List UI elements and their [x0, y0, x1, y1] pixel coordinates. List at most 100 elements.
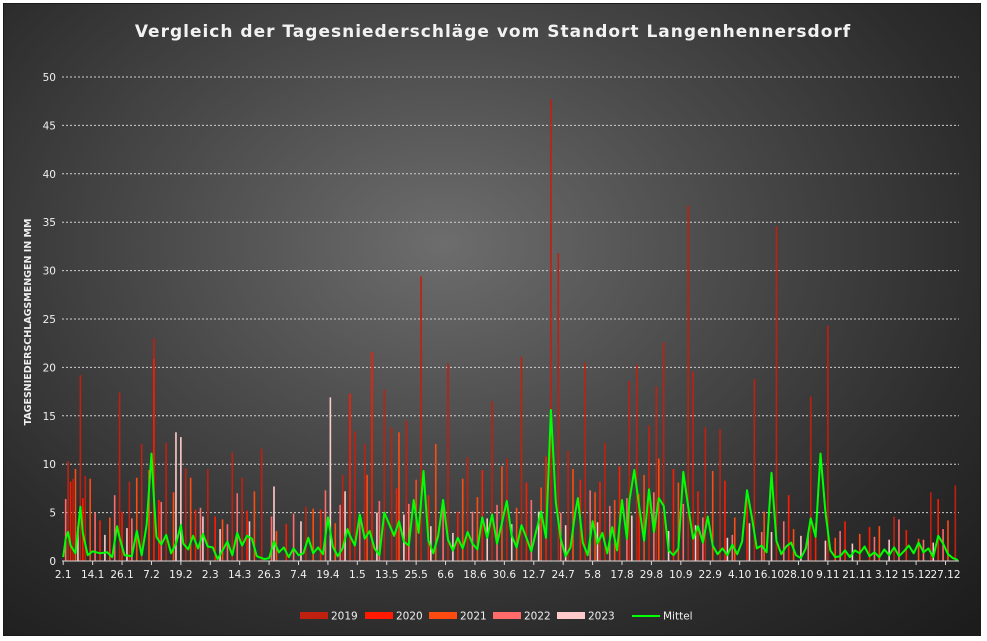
- y-tick-label: 10: [43, 459, 56, 471]
- bar-2021: [312, 508, 315, 561]
- bar-2019: [207, 469, 209, 561]
- bar-2023: [486, 518, 489, 561]
- bar-2020: [285, 524, 288, 561]
- bar-2019: [827, 325, 829, 561]
- chart-title: Vergleich der Tagesniederschläge vom Sta…: [135, 22, 851, 42]
- bar-2023: [300, 521, 302, 561]
- bar-2022: [682, 503, 685, 561]
- bar-2022: [94, 512, 96, 561]
- x-tick-label: 14.1: [81, 569, 104, 581]
- bar-2019: [930, 492, 932, 561]
- x-tick-label: 1.5: [349, 569, 366, 581]
- bar-2019: [719, 429, 721, 561]
- x-tick-label: 4.10: [728, 569, 751, 581]
- legend-label-2022: 2022: [524, 611, 551, 623]
- x-tick-label: 9.11: [816, 569, 839, 581]
- legend-label-2021: 2021: [460, 611, 487, 623]
- bar-2021: [657, 458, 660, 561]
- legend-label-2019: 2019: [331, 611, 358, 623]
- bar-2019: [655, 386, 658, 561]
- legend-swatch-2021: [429, 612, 457, 619]
- bar-2019: [491, 401, 493, 561]
- x-tick-label: 26.3: [257, 569, 280, 581]
- x-tick-label: 30.6: [493, 569, 517, 581]
- x-tick-label: 6.6: [437, 569, 454, 581]
- bar-2020: [395, 488, 398, 561]
- x-tick-label: 2.1: [55, 569, 72, 581]
- bar-2019: [584, 362, 587, 561]
- chart-frame: Vergleich der Tagesniederschläge vom Sta…: [3, 3, 981, 636]
- bar-2021: [677, 482, 680, 561]
- bar-2021: [763, 511, 765, 561]
- bar-2020: [525, 482, 528, 561]
- bar-2020: [672, 469, 675, 561]
- bar-2022: [442, 502, 444, 561]
- bar-2020: [481, 470, 484, 561]
- bar-2023: [888, 539, 890, 561]
- bar-2019: [520, 356, 523, 561]
- bar-2019: [383, 389, 386, 561]
- bar-2019: [260, 448, 263, 561]
- bar-2021: [461, 478, 464, 561]
- bar-2019: [118, 392, 121, 561]
- bar-2020: [746, 499, 748, 561]
- legend-swatch-2023: [557, 612, 585, 619]
- bar-2022: [64, 499, 67, 561]
- bar-2022: [199, 507, 202, 561]
- bar-2021: [834, 537, 837, 561]
- bar-2022: [807, 533, 810, 561]
- bar-2020: [457, 511, 459, 561]
- bar-2022: [407, 503, 410, 561]
- bar-2020: [319, 509, 322, 561]
- bar-2020: [618, 466, 621, 561]
- bar-2022: [496, 504, 498, 561]
- bar-2020: [724, 480, 726, 561]
- legend-swatch-2020: [365, 612, 393, 619]
- y-tick-label: 30: [43, 266, 56, 278]
- bar-2019: [390, 427, 393, 561]
- bar-2022: [270, 516, 273, 561]
- bar-2019: [140, 443, 143, 561]
- bar-2023: [329, 397, 332, 561]
- y-tick-label: 45: [43, 120, 56, 132]
- bar-2022: [782, 521, 785, 561]
- bar-2023: [248, 521, 251, 561]
- bar-2021: [613, 500, 616, 561]
- bar-2019: [775, 226, 778, 561]
- bar-2020: [844, 521, 846, 561]
- x-tick-label: 28.10: [783, 569, 813, 581]
- x-axis: 2.1 14.1 26.1 7.2 19.2 2.3 14.3 26.3 7.4 19.4 1.5 1…: [55, 561, 961, 581]
- bar-2023: [748, 523, 751, 561]
- y-tick-label: 35: [43, 217, 56, 229]
- y-tick-label: 0: [49, 556, 56, 568]
- bar-2021: [643, 474, 645, 561]
- bar-2019: [67, 461, 69, 561]
- bar-2023: [726, 537, 729, 561]
- bar-2022: [160, 501, 163, 561]
- x-tick-label: 26.1: [110, 569, 133, 581]
- bar-2020: [194, 509, 197, 561]
- bar-2022: [839, 530, 841, 561]
- x-tick-label: 10.9: [669, 569, 692, 581]
- bar-2023: [631, 515, 633, 561]
- bar-2019: [447, 363, 449, 561]
- y-tick-label: 20: [43, 362, 56, 374]
- bar-2021: [476, 497, 479, 561]
- bar-2020: [349, 393, 351, 561]
- bar-2019: [704, 427, 707, 561]
- x-tick-label: 29.8: [640, 569, 663, 581]
- x-tick-label: 7.2: [143, 569, 160, 581]
- x-tick-label: 16.10: [754, 569, 784, 581]
- bar-2019: [893, 516, 895, 561]
- bar-2021: [540, 487, 542, 561]
- bar-2023: [452, 532, 454, 561]
- bar-2023: [800, 535, 802, 561]
- bar-2019: [687, 205, 689, 561]
- bar-2023: [694, 525, 697, 561]
- bar-2020: [158, 500, 160, 561]
- bar-2020: [599, 481, 601, 561]
- bar-2021: [366, 474, 368, 561]
- bar-2019: [506, 458, 508, 561]
- bar-2023: [273, 486, 275, 561]
- bar-2021: [572, 469, 574, 561]
